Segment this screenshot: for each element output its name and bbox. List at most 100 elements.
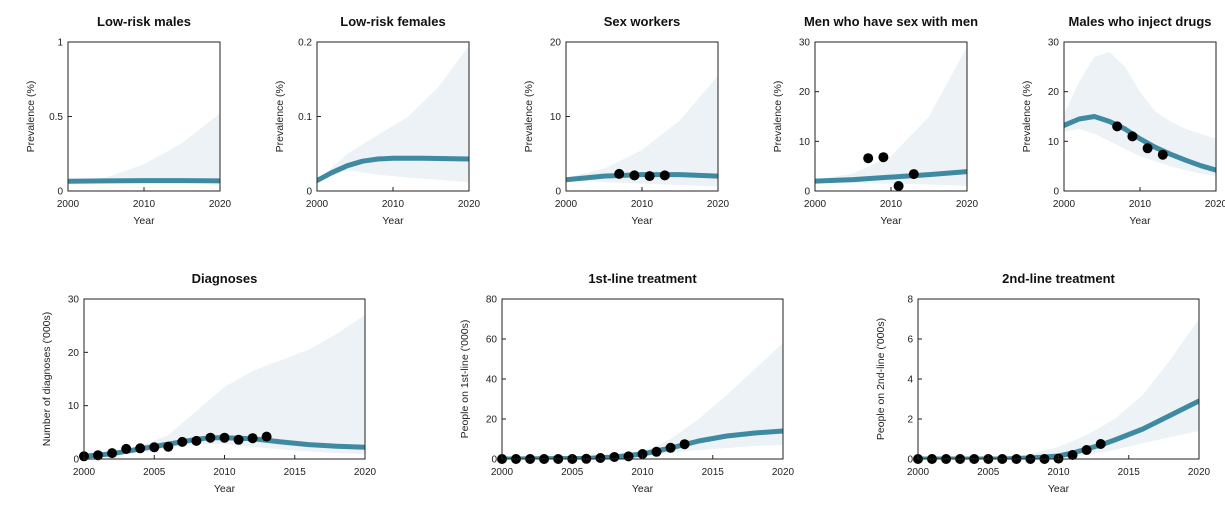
data-point	[679, 439, 690, 450]
x-tick-label: 2020	[956, 199, 979, 210]
plot-area	[1064, 51, 1216, 177]
x-tick-label: 2000	[1053, 199, 1076, 210]
data-point	[1127, 131, 1138, 142]
y-tick-label: 0	[306, 187, 312, 198]
data-point	[1081, 445, 1092, 455]
data-point	[163, 441, 174, 452]
model-line	[317, 155, 469, 184]
x-tick-label: 2015	[1118, 467, 1141, 478]
uncertainty-band	[317, 45, 469, 183]
chart-title: Sex workers	[604, 14, 681, 29]
y-tick-label: 6	[907, 335, 913, 346]
y-tick-label: 2	[907, 415, 913, 426]
x-axis-label: Year	[631, 215, 653, 227]
data-point	[908, 169, 919, 180]
data-point	[93, 450, 103, 461]
y-axis-label: Prevalence (%)	[523, 81, 535, 153]
x-tick-label: 2020	[772, 467, 795, 478]
x-tick-label: 2000	[907, 467, 930, 478]
y-tick-label: 20	[486, 415, 498, 426]
x-axis-label: Year	[1048, 483, 1070, 495]
plot-area	[502, 343, 783, 459]
chart-title: Males who inject drugs	[1068, 14, 1211, 29]
x-axis-label: Year	[133, 215, 155, 227]
y-tick-label: 80	[486, 295, 498, 306]
y-tick-label: 0	[1053, 187, 1059, 198]
plot-area	[317, 45, 469, 184]
y-tick-label: 0	[907, 455, 913, 466]
x-tick-label: 2005	[143, 467, 166, 478]
x-tick-label: 2020	[1188, 467, 1211, 478]
chart-title: 2nd-line treatment	[1002, 271, 1115, 286]
x-tick-label: 2000	[73, 467, 96, 478]
data-point	[205, 432, 216, 443]
data-point	[651, 446, 662, 457]
y-tick-label: 0	[73, 455, 79, 466]
x-tick-label: 2000	[306, 199, 329, 210]
y-tick-label: 10	[550, 112, 562, 123]
model-line	[1064, 114, 1216, 173]
uncertainty-band	[566, 75, 718, 187]
y-axis-label: People on 1st-line ('000s)	[459, 320, 471, 439]
chart-panel-2: 2000 2010 2020 0 0.1 0.2 Low-risk females Year P…	[274, 14, 481, 227]
y-axis-label: Prevalence (%)	[25, 81, 37, 153]
data-point	[644, 171, 655, 182]
data-point	[893, 181, 904, 191]
data-point	[659, 170, 670, 181]
chart-panel-5: 2000 2010 2020 0 10 20 30 Males who inject drug…	[1021, 14, 1225, 227]
data-point	[637, 449, 648, 459]
data-point	[247, 433, 258, 444]
y-axis-label: Prevalence (%)	[772, 81, 784, 153]
data-point	[623, 451, 634, 462]
x-tick-label: 2000	[57, 199, 80, 210]
y-tick-label: 0	[491, 455, 497, 466]
y-tick-label: 0	[555, 187, 561, 198]
data-point	[135, 443, 146, 454]
y-tick-label: 20	[68, 348, 80, 359]
chart-panel-1: 2000 2010 2020 0 0.5 1 Low-risk males Year Preva…	[25, 14, 232, 227]
data-point	[233, 434, 244, 445]
x-tick-label: 2010	[631, 467, 654, 478]
chart-panel-7: 2000 2005 2010 2015 2020 0 20 40 60 80 1st-line tr…	[459, 271, 795, 495]
x-tick-label: 2010	[880, 199, 903, 210]
plot-area	[566, 75, 718, 187]
x-axis-label: Year	[214, 483, 236, 495]
data-point	[1157, 149, 1168, 160]
x-tick-label: 2015	[702, 467, 725, 478]
uncertainty-band	[1064, 51, 1216, 177]
y-tick-label: 1	[57, 38, 63, 49]
data-point	[149, 442, 160, 453]
data-point	[219, 432, 230, 443]
chart-panel-3: 2000 2010 2020 0 10 20 Sex workers Year Prevalen…	[523, 14, 730, 227]
y-tick-label: 4	[907, 375, 913, 386]
uncertainty-band	[68, 113, 220, 183]
chart-title: Men who have sex with men	[804, 14, 978, 29]
y-tick-label: 10	[68, 401, 80, 412]
chart-panel-6: 2000 2005 2010 2015 2020 0 10 20 30 Diagnoses Year…	[41, 271, 377, 495]
x-tick-label: 2005	[561, 467, 584, 478]
uncertainty-band	[502, 343, 783, 459]
chart-title: Low-risk females	[340, 14, 446, 29]
y-tick-label: 30	[68, 295, 80, 306]
y-tick-label: 0.1	[298, 112, 312, 123]
data-point	[878, 152, 889, 163]
data-point	[1112, 121, 1123, 132]
model-line	[68, 178, 220, 184]
data-point	[1095, 439, 1106, 449]
data-point	[1067, 450, 1078, 460]
x-tick-label: 2010	[1047, 467, 1070, 478]
data-point	[107, 448, 118, 459]
y-axis-label: Number of diagnoses ('000s)	[41, 312, 53, 447]
x-axis-label: Year	[1129, 215, 1151, 227]
x-axis-label: Year	[382, 215, 404, 227]
plot-area	[815, 47, 967, 186]
x-tick-label: 2000	[804, 199, 827, 210]
uncertainty-band	[815, 47, 967, 186]
data-point	[614, 168, 625, 179]
data-point	[863, 153, 874, 164]
x-tick-label: 2020	[707, 199, 730, 210]
y-tick-label: 60	[486, 335, 498, 346]
x-tick-label: 2010	[133, 199, 156, 210]
y-axis-label: Prevalence (%)	[1021, 81, 1033, 153]
